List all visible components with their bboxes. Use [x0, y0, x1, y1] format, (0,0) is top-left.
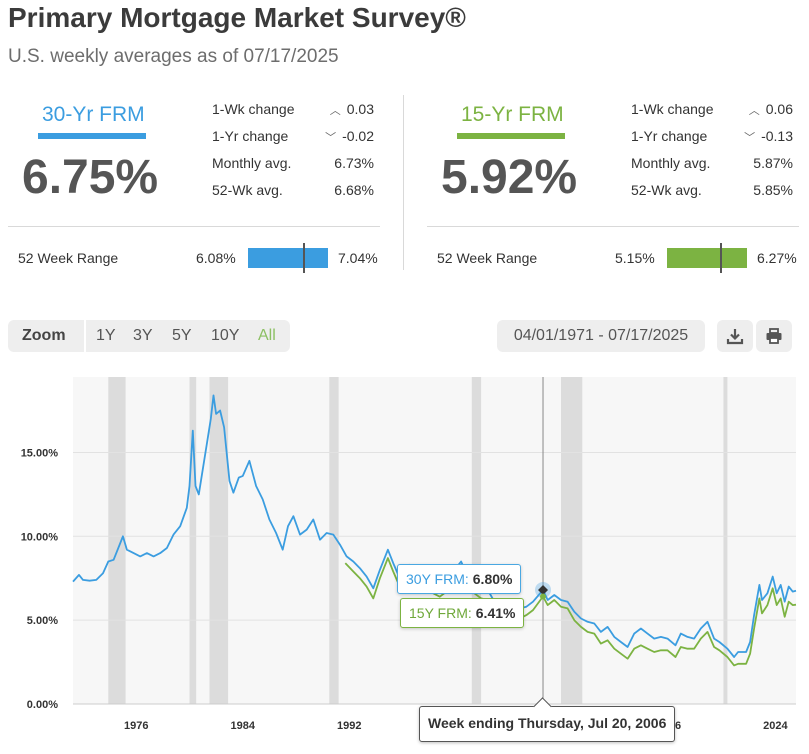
hover-marker-15yr — [540, 593, 547, 600]
tooltip-15yr: 15Y FRM: 6.41% — [400, 598, 525, 628]
stat-number: -0.02 — [342, 128, 374, 144]
print-icon — [766, 328, 782, 344]
stats-30yr: 1-Wk change ︿ 0.03 1-Yr change ﹀ -0.02 Month… — [212, 101, 380, 209]
zoom-label: Zoom — [22, 327, 66, 344]
tooltip-30yr-label: 30Y FRM: — [406, 571, 469, 587]
chevron-up-icon: ︿ — [329, 105, 341, 117]
range-high-15yr: 6.27% — [757, 250, 797, 266]
x-tick-label: 2024 — [763, 720, 788, 732]
download-icon — [726, 329, 744, 345]
zoom-bar: Zoom 1Y 3Y 5Y 10Y All — [8, 320, 290, 352]
page-title: Primary Mortgage Market Survey® — [8, 2, 466, 33]
tooltip-15yr-value: 6.41% — [475, 605, 516, 621]
range-label-30yr: 52 Week Range — [18, 250, 119, 266]
stat-row: Monthly avg. 6.73% — [212, 155, 380, 182]
print-button[interactable] — [756, 320, 792, 352]
stat-value: 5.87% — [753, 155, 793, 171]
y-tick-label: 0.00% — [27, 699, 58, 711]
rate-name-15yr: 15-Yr FRM — [461, 103, 564, 126]
zoom-3y-button[interactable]: 3Y — [133, 327, 153, 344]
stat-number: 0.03 — [346, 101, 374, 117]
x-tick-label: 1976 — [124, 720, 148, 732]
tooltip-15yr-label: 15Y FRM: — [409, 605, 472, 621]
range-marker-30yr — [303, 243, 305, 273]
rate-panel-30yr: 30-Yr FRM 6.75% 1-Wk change ︿ 0.03 1-Yr ch… — [8, 95, 380, 275]
stat-number: -0.13 — [761, 128, 793, 144]
stat-label: 1-Yr change — [212, 128, 289, 144]
range-label-15yr: 52 Week Range — [437, 250, 538, 266]
x-tick-label: 1992 — [337, 720, 361, 732]
stat-row: 1-Wk change ︿ 0.06 — [631, 101, 799, 128]
stat-label: Monthly avg. — [212, 155, 292, 171]
stat-value: ︿ 0.06 — [749, 101, 793, 118]
page-subtitle: U.S. weekly averages as of 07/17/2025 — [8, 46, 339, 67]
date-range-display[interactable]: 04/01/1971 - 07/17/2025 — [497, 320, 705, 352]
range-low-30yr: 6.08% — [196, 250, 236, 266]
panel-divider — [403, 95, 404, 270]
chevron-down-icon: ﹀ — [325, 132, 337, 144]
rate-value-15yr: 5.92% — [441, 151, 578, 204]
recession-band — [108, 377, 126, 704]
range-high-30yr: 7.04% — [338, 250, 378, 266]
recession-band — [723, 377, 728, 704]
recession-band — [329, 377, 339, 704]
rate-name-30yr: 30-Yr FRM — [42, 103, 145, 126]
range-bar-30yr — [248, 243, 328, 273]
stat-label: 52-Wk avg. — [212, 182, 283, 198]
plot-background — [73, 377, 796, 704]
zoom-separator — [84, 320, 86, 352]
stat-label: 1-Yr change — [631, 128, 708, 144]
stats-15yr: 1-Wk change ︿ 0.06 1-Yr change ﹀ -0.13 Month… — [631, 101, 799, 209]
stat-row: 1-Wk change ︿ 0.03 — [212, 101, 380, 128]
recession-band — [471, 377, 482, 704]
stat-row: 1-Yr change ﹀ -0.02 — [212, 128, 380, 155]
stat-value: 6.68% — [334, 182, 374, 198]
y-tick-label: 15.00% — [21, 447, 59, 459]
tooltip-date: Week ending Thursday, Jul 20, 2006 — [419, 706, 676, 742]
stat-label: Monthly avg. — [631, 155, 711, 171]
recession-band — [560, 377, 583, 704]
recession-band — [209, 377, 229, 704]
rate-underline-30yr — [38, 133, 146, 139]
stat-row: Monthly avg. 5.87% — [631, 155, 799, 182]
x-tick-label: 1984 — [231, 720, 256, 732]
rate-panel-15yr: 15-Yr FRM 5.92% 1-Wk change ︿ 0.06 1-Yr ch… — [427, 95, 799, 275]
tooltip-30yr: 30Y FRM: 6.80% — [397, 564, 522, 594]
y-tick-label: 10.00% — [21, 531, 59, 543]
y-tick-label: 5.00% — [27, 615, 58, 627]
stat-value: ﹀ -0.13 — [744, 128, 793, 145]
range-low-15yr: 5.15% — [615, 250, 655, 266]
chevron-down-icon: ﹀ — [744, 132, 756, 144]
rate-history-chart[interactable]: 0.00%5.00%10.00%15.00%197619841992200020… — [0, 372, 809, 732]
rate-value-30yr: 6.75% — [22, 151, 159, 204]
stat-number: 0.06 — [765, 101, 793, 117]
zoom-5y-button[interactable]: 5Y — [172, 327, 192, 344]
range-marker-15yr — [720, 243, 723, 273]
stat-label: 1-Wk change — [212, 101, 295, 117]
hover-marker-30yr — [538, 584, 549, 595]
chevron-up-icon: ︿ — [748, 105, 760, 117]
panel-divider-horizontal — [427, 226, 799, 227]
zoom-1y-button[interactable]: 1Y — [96, 327, 116, 344]
stat-value: 5.85% — [753, 182, 793, 198]
download-button[interactable] — [717, 320, 753, 352]
stat-label: 1-Wk change — [631, 101, 714, 117]
stat-value: ﹀ -0.02 — [325, 128, 374, 145]
rate-underline-15yr — [457, 133, 565, 139]
zoom-10y-button[interactable]: 10Y — [211, 327, 240, 344]
range-bar-15yr — [667, 243, 747, 273]
stat-value: 6.73% — [334, 155, 374, 171]
tooltip-30yr-value: 6.80% — [472, 571, 513, 587]
zoom-all-button[interactable]: All — [258, 327, 276, 344]
stat-row: 52-Wk avg. 6.68% — [212, 182, 380, 209]
stat-row: 52-Wk avg. 5.85% — [631, 182, 799, 209]
stat-label: 52-Wk avg. — [631, 182, 702, 198]
panel-divider-horizontal — [8, 226, 380, 227]
stat-row: 1-Yr change ﹀ -0.13 — [631, 128, 799, 155]
stat-value: ︿ 0.03 — [330, 101, 374, 118]
recession-band — [189, 377, 197, 704]
